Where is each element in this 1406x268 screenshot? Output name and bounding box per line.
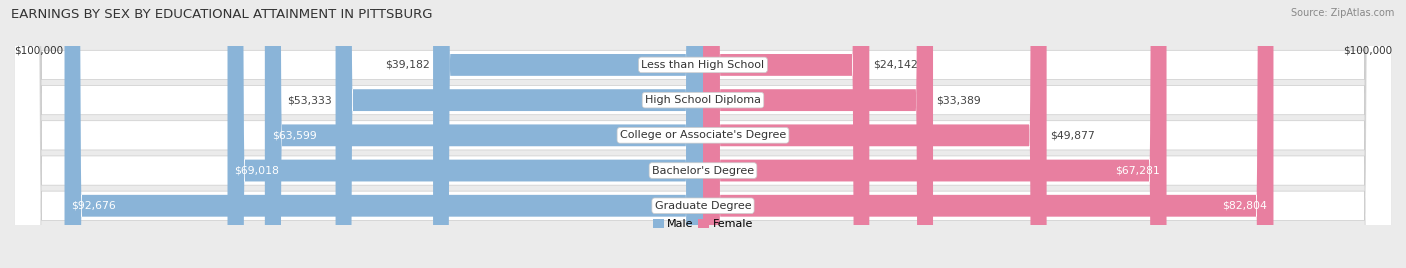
Text: EARNINGS BY SEX BY EDUCATIONAL ATTAINMENT IN PITTSBURG: EARNINGS BY SEX BY EDUCATIONAL ATTAINMEN…: [11, 8, 433, 21]
Text: High School Diploma: High School Diploma: [645, 95, 761, 105]
FancyBboxPatch shape: [703, 0, 1274, 268]
Text: Source: ZipAtlas.com: Source: ZipAtlas.com: [1291, 8, 1395, 18]
Text: $24,142: $24,142: [873, 60, 918, 70]
FancyBboxPatch shape: [14, 0, 1392, 268]
Legend: Male, Female: Male, Female: [648, 215, 758, 234]
FancyBboxPatch shape: [14, 0, 1392, 268]
Text: $69,018: $69,018: [235, 166, 280, 176]
Text: Graduate Degree: Graduate Degree: [655, 201, 751, 211]
FancyBboxPatch shape: [228, 0, 703, 268]
Text: $63,599: $63,599: [271, 130, 316, 140]
FancyBboxPatch shape: [703, 0, 1167, 268]
Text: Less than High School: Less than High School: [641, 60, 765, 70]
Text: $100,000: $100,000: [1343, 46, 1392, 55]
Text: $100,000: $100,000: [14, 46, 63, 55]
FancyBboxPatch shape: [703, 0, 1046, 268]
FancyBboxPatch shape: [703, 0, 934, 268]
FancyBboxPatch shape: [433, 0, 703, 268]
FancyBboxPatch shape: [14, 0, 1392, 268]
Text: $39,182: $39,182: [385, 60, 430, 70]
Text: $92,676: $92,676: [72, 201, 117, 211]
FancyBboxPatch shape: [264, 0, 703, 268]
Text: College or Associate's Degree: College or Associate's Degree: [620, 130, 786, 140]
Text: Bachelor's Degree: Bachelor's Degree: [652, 166, 754, 176]
FancyBboxPatch shape: [65, 0, 703, 268]
Text: $49,877: $49,877: [1050, 130, 1095, 140]
Text: $33,389: $33,389: [936, 95, 981, 105]
FancyBboxPatch shape: [14, 0, 1392, 268]
Text: $67,281: $67,281: [1115, 166, 1160, 176]
FancyBboxPatch shape: [14, 0, 1392, 268]
FancyBboxPatch shape: [703, 0, 869, 268]
Text: $53,333: $53,333: [287, 95, 332, 105]
Text: $82,804: $82,804: [1222, 201, 1267, 211]
FancyBboxPatch shape: [336, 0, 703, 268]
